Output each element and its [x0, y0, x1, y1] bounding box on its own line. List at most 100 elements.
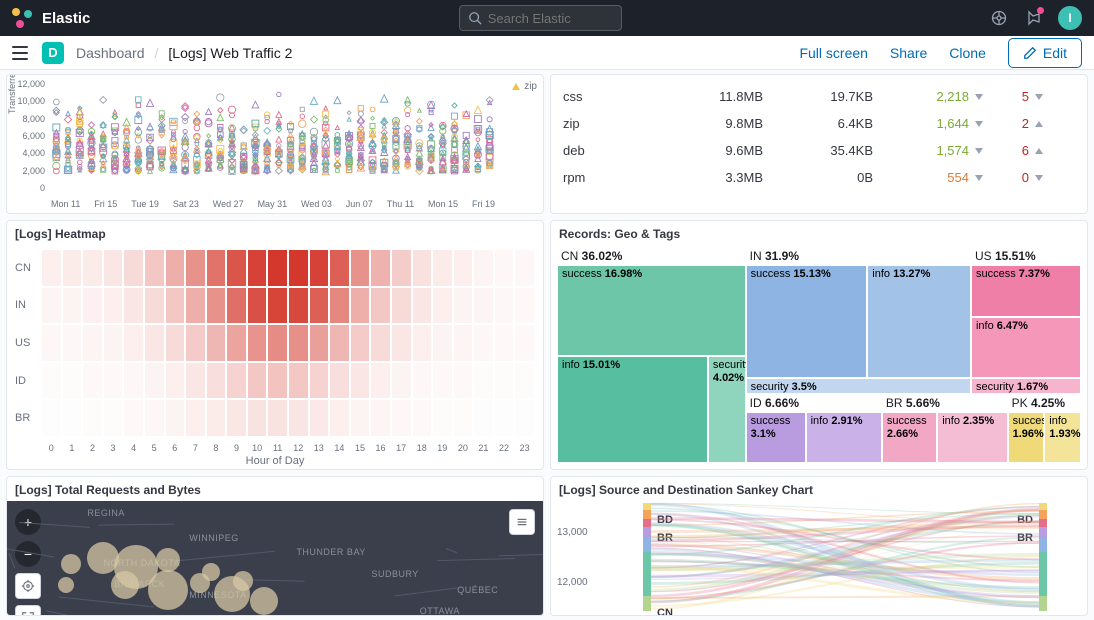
heatmap-cell[interactable]: [473, 249, 494, 287]
treemap-tile[interactable]: success 3.1%: [746, 412, 806, 463]
heatmap-cell[interactable]: [412, 287, 433, 325]
heatmap-cell[interactable]: [226, 287, 247, 325]
heatmap-cell[interactable]: [432, 324, 453, 362]
treemap-tile[interactable]: success 7.37%: [971, 265, 1081, 317]
heatmap-cell[interactable]: [412, 362, 433, 400]
treemap-tile[interactable]: info 1.93%: [1044, 412, 1081, 463]
heatmap-cell[interactable]: [370, 399, 391, 437]
heatmap-cell[interactable]: [165, 287, 186, 325]
sankey-node[interactable]: [643, 538, 651, 551]
breadcrumb-root[interactable]: Dashboard: [76, 45, 145, 61]
heatmap-cell[interactable]: [144, 362, 165, 400]
heatmap-cell[interactable]: [267, 324, 288, 362]
heatmap-cell[interactable]: [329, 362, 350, 400]
treemap-tile[interactable]: security 1.67%: [971, 378, 1081, 393]
heatmap-cell[interactable]: [391, 249, 412, 287]
heatmap-cell[interactable]: [247, 324, 268, 362]
heatmap-cell[interactable]: [391, 324, 412, 362]
heatmap-cell[interactable]: [288, 362, 309, 400]
heatmap-cell[interactable]: [309, 287, 330, 325]
sankey-node[interactable]: [643, 510, 651, 519]
heatmap-cell[interactable]: [206, 399, 227, 437]
heatmap-cell[interactable]: [391, 287, 412, 325]
heatmap-cell[interactable]: [103, 399, 124, 437]
heatmap-cell[interactable]: [267, 399, 288, 437]
sankey-node[interactable]: [1039, 519, 1047, 528]
sankey-body[interactable]: BDBRCNBDBR: [589, 501, 1079, 611]
heatmap-cell[interactable]: [103, 362, 124, 400]
heatmap-cell[interactable]: [309, 324, 330, 362]
heatmap-cell[interactable]: [165, 399, 186, 437]
heatmap-cell[interactable]: [82, 399, 103, 437]
heatmap-cell[interactable]: [432, 399, 453, 437]
heatmap-cell[interactable]: [432, 287, 453, 325]
treemap-body[interactable]: CN 36.02%success 16.98%info 15.01%securi…: [557, 247, 1081, 463]
treemap-country[interactable]: IN 31.9%success 15.13%info 13.27%securit…: [746, 247, 971, 394]
heatmap-cell[interactable]: [350, 362, 371, 400]
user-avatar[interactable]: I: [1058, 6, 1082, 30]
app-badge[interactable]: D: [42, 42, 64, 64]
heatmap-cell[interactable]: [82, 362, 103, 400]
heatmap-cell[interactable]: [494, 399, 515, 437]
heatmap-cell[interactable]: [185, 362, 206, 400]
heatmap-cell[interactable]: [350, 324, 371, 362]
heatmap-cell[interactable]: [206, 287, 227, 325]
map-bubble[interactable]: [61, 554, 81, 574]
treemap-tile[interactable]: info 13.27%: [867, 265, 971, 378]
heatmap-cell[interactable]: [453, 324, 474, 362]
scatter-legend[interactable]: zip: [512, 81, 537, 92]
heatmap-cell[interactable]: [206, 324, 227, 362]
heatmap-cell[interactable]: [412, 399, 433, 437]
heatmap-cell[interactable]: [267, 249, 288, 287]
treemap-country[interactable]: PK 4.25%success 1.96%info 1.93%: [1008, 394, 1081, 463]
map-body[interactable]: + − REGINAWINNIPEGTHUNDER BAYNORTH DAKOT…: [7, 501, 543, 615]
clone-link[interactable]: Clone: [949, 45, 986, 61]
sankey-node[interactable]: [643, 596, 651, 611]
heatmap-cell[interactable]: [62, 287, 83, 325]
heatmap-cell[interactable]: [103, 287, 124, 325]
heatmap-cell[interactable]: [41, 249, 62, 287]
heatmap-cell[interactable]: [267, 362, 288, 400]
heatmap-cell[interactable]: [370, 324, 391, 362]
heatmap-cell[interactable]: [82, 249, 103, 287]
heatmap-cell[interactable]: [144, 287, 165, 325]
help-icon[interactable]: [990, 9, 1008, 27]
heatmap-cell[interactable]: [62, 362, 83, 400]
heatmap-cell[interactable]: [514, 362, 535, 400]
map-bubble[interactable]: [148, 570, 188, 610]
sankey-node[interactable]: [1039, 596, 1047, 611]
map-bubble[interactable]: [156, 548, 180, 572]
news-icon[interactable]: [1024, 9, 1042, 27]
map-bubble[interactable]: [202, 563, 220, 581]
heatmap-cell[interactable]: [350, 287, 371, 325]
heatmap-cell[interactable]: [514, 324, 535, 362]
heatmap-cell[interactable]: [412, 249, 433, 287]
heatmap-cell[interactable]: [391, 362, 412, 400]
treemap-tile[interactable]: success 15.13%: [746, 265, 868, 378]
fullscreen-link[interactable]: Full screen: [799, 45, 867, 61]
sankey-node[interactable]: [1039, 510, 1047, 519]
treemap-tile[interactable]: success 16.98%: [557, 265, 746, 356]
sankey-node[interactable]: [1039, 527, 1047, 538]
heatmap-cell[interactable]: [350, 249, 371, 287]
treemap-tile[interactable]: info 6.47%: [971, 317, 1081, 379]
heatmap-cell[interactable]: [123, 362, 144, 400]
sankey-node[interactable]: [1039, 552, 1047, 596]
heatmap-cell[interactable]: [432, 249, 453, 287]
heatmap-cell[interactable]: [453, 249, 474, 287]
heatmap-cell[interactable]: [247, 249, 268, 287]
heatmap-cell[interactable]: [247, 287, 268, 325]
heatmap-cell[interactable]: [453, 287, 474, 325]
heatmap-cell[interactable]: [82, 324, 103, 362]
heatmap-cell[interactable]: [41, 324, 62, 362]
treemap-country[interactable]: ID 6.66%success 3.1%info 2.91%: [746, 394, 882, 463]
sankey-node[interactable]: [643, 527, 651, 538]
heatmap-cell[interactable]: [226, 324, 247, 362]
treemap-tile[interactable]: success 1.96%: [1008, 412, 1045, 463]
treemap-tile[interactable]: info 2.35%: [937, 412, 1007, 463]
treemap-country[interactable]: CN 36.02%success 16.98%info 15.01%securi…: [557, 247, 746, 463]
heatmap-cell[interactable]: [309, 362, 330, 400]
treemap-country[interactable]: BR 5.66%success 2.66%info 2.35%: [882, 394, 1008, 463]
heatmap-cell[interactable]: [206, 249, 227, 287]
heatmap-cell[interactable]: [514, 399, 535, 437]
